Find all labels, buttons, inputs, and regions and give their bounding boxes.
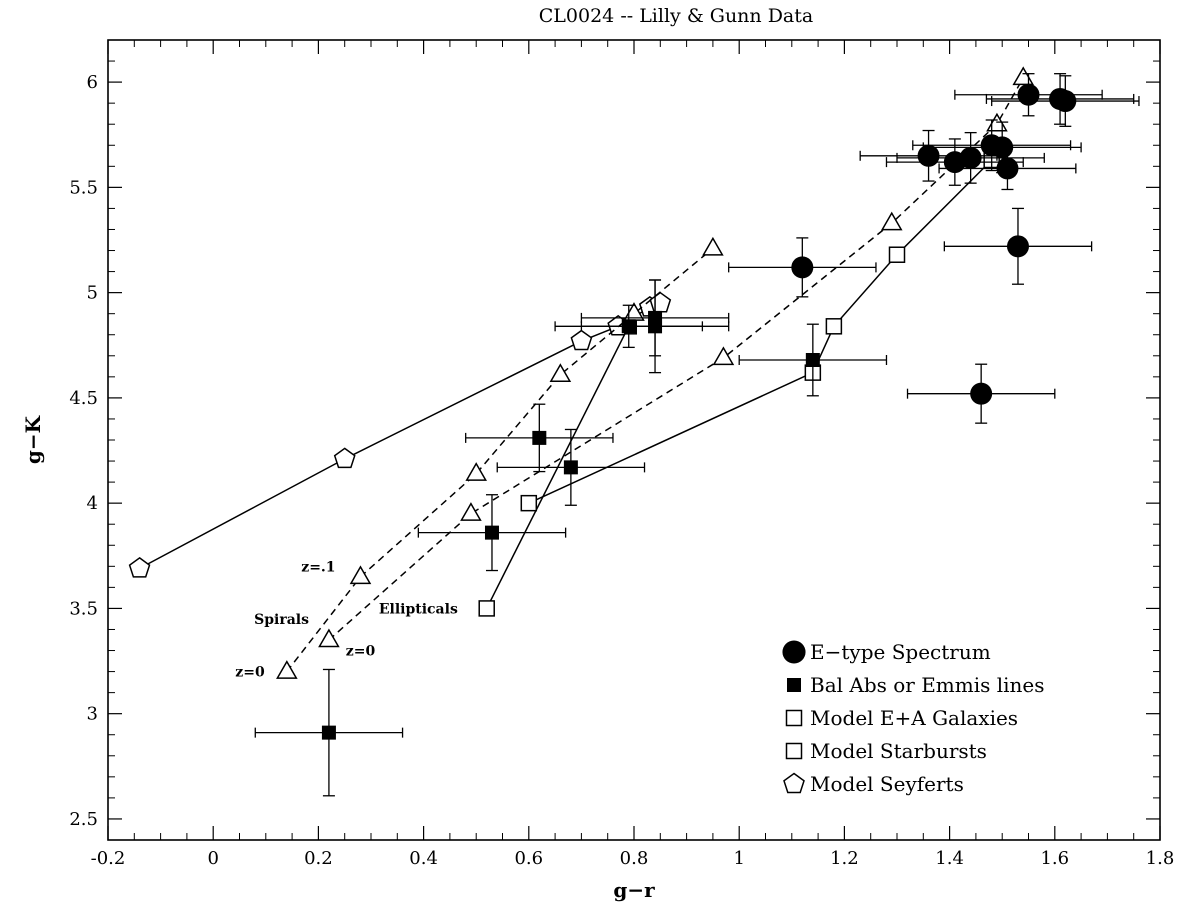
- series-model-starbursts: [520, 151, 1000, 512]
- annotation-label: z=0: [235, 665, 265, 681]
- legend-marker: [783, 772, 805, 794]
- series-line-ellipticals-track: [328, 77, 1024, 641]
- x-tick-label: 0.8: [620, 848, 649, 869]
- data-point: [478, 600, 495, 617]
- axis-ticks: -0.2 0 0.2 0.4 0.6 0.8 1 1.2 1.4 1.6 1.8 2.5 3 3.5 4 4.…: [69, 40, 1174, 869]
- y-tick-label: 4.5: [69, 388, 98, 409]
- y-tick-label: 2.5: [69, 809, 98, 830]
- data-point: [520, 494, 538, 512]
- data-point: [1054, 90, 1077, 113]
- x-tick-label: -0.2: [91, 848, 126, 869]
- plot-area: [128, 66, 1140, 797]
- data-point: [460, 502, 482, 521]
- legend-marker: [785, 742, 803, 760]
- data-point: [321, 725, 336, 740]
- series-bal-abs-or-emmis-lines: [254, 279, 888, 797]
- data-point: [570, 329, 593, 351]
- y-tick-label: 3: [87, 704, 98, 725]
- data-point: [880, 211, 903, 231]
- x-tick-label: 1.6: [1040, 848, 1069, 869]
- data-point: [917, 144, 940, 167]
- legend-label: Model Seyferts: [810, 772, 964, 796]
- data-point: [563, 460, 578, 475]
- annotation-label: Ellipticals: [379, 601, 458, 617]
- annotation-label: Spirals: [254, 612, 309, 628]
- legend-label: Bal Abs or Emmis lines: [810, 673, 1045, 697]
- y-tick-label: 4: [87, 493, 98, 514]
- data-point: [1017, 83, 1040, 106]
- y-axis-label: g−K: [21, 415, 45, 464]
- series-e-type-spectrum: [728, 73, 1140, 424]
- y-tick-label: 5: [87, 283, 98, 304]
- data-point: [648, 310, 663, 325]
- data-point: [712, 346, 735, 366]
- y-tick-label: 5.5: [69, 177, 98, 198]
- data-point: [996, 157, 1019, 180]
- data-point: [791, 256, 814, 279]
- data-point: [825, 318, 843, 335]
- x-tick-label: 1.8: [1146, 848, 1175, 869]
- data-point: [702, 236, 724, 256]
- data-point: [128, 556, 151, 578]
- legend-marker: [787, 678, 801, 692]
- data-point: [805, 353, 820, 367]
- annotation-label: z=.1: [301, 559, 335, 575]
- x-tick-label: 1.4: [935, 848, 964, 869]
- series-line-spirals-track: [286, 247, 714, 673]
- data-point: [888, 246, 906, 263]
- x-tick-label: 0.2: [304, 848, 333, 869]
- x-tick-label: 1: [733, 848, 744, 869]
- legend-label: Model E+A Galaxies: [810, 706, 1018, 730]
- x-tick-label: 0.4: [409, 848, 438, 869]
- legend-marker: [782, 640, 806, 664]
- data-point: [970, 382, 993, 405]
- data-point: [1012, 66, 1035, 86]
- y-tick-label: 3.5: [69, 598, 98, 619]
- data-point: [549, 363, 572, 382]
- legend-label: Model Starbursts: [810, 739, 987, 763]
- x-tick-label: 1.2: [830, 848, 859, 869]
- data-point: [649, 291, 672, 313]
- annotations: z=.1 Spirals z=0 z=0 Ellipticals: [235, 559, 458, 680]
- data-point: [465, 462, 487, 481]
- data-point: [959, 146, 982, 169]
- series-line-model-starbursts: [528, 159, 993, 504]
- annotation-label: z=0: [346, 644, 376, 660]
- data-point: [532, 430, 547, 445]
- chart-title: CL0024 -- Lilly & Gunn Data: [539, 5, 813, 27]
- series-model-seyferts: [128, 291, 672, 578]
- data-point: [318, 628, 340, 648]
- legend: E−type Spectrum Bal Abs or Emmis lines Mod…: [782, 640, 1045, 796]
- data-point: [484, 525, 499, 540]
- data-point: [349, 565, 372, 585]
- legend-marker: [785, 709, 803, 727]
- x-tick-label: 0.6: [514, 848, 543, 869]
- y-tick-label: 6: [87, 72, 98, 93]
- x-tick-label: 0: [207, 848, 218, 869]
- data-point: [333, 447, 356, 469]
- x-axis-label: g−r: [613, 878, 655, 902]
- legend-label: E−type Spectrum: [810, 640, 991, 664]
- data-point: [276, 660, 298, 679]
- data-point: [1006, 235, 1029, 258]
